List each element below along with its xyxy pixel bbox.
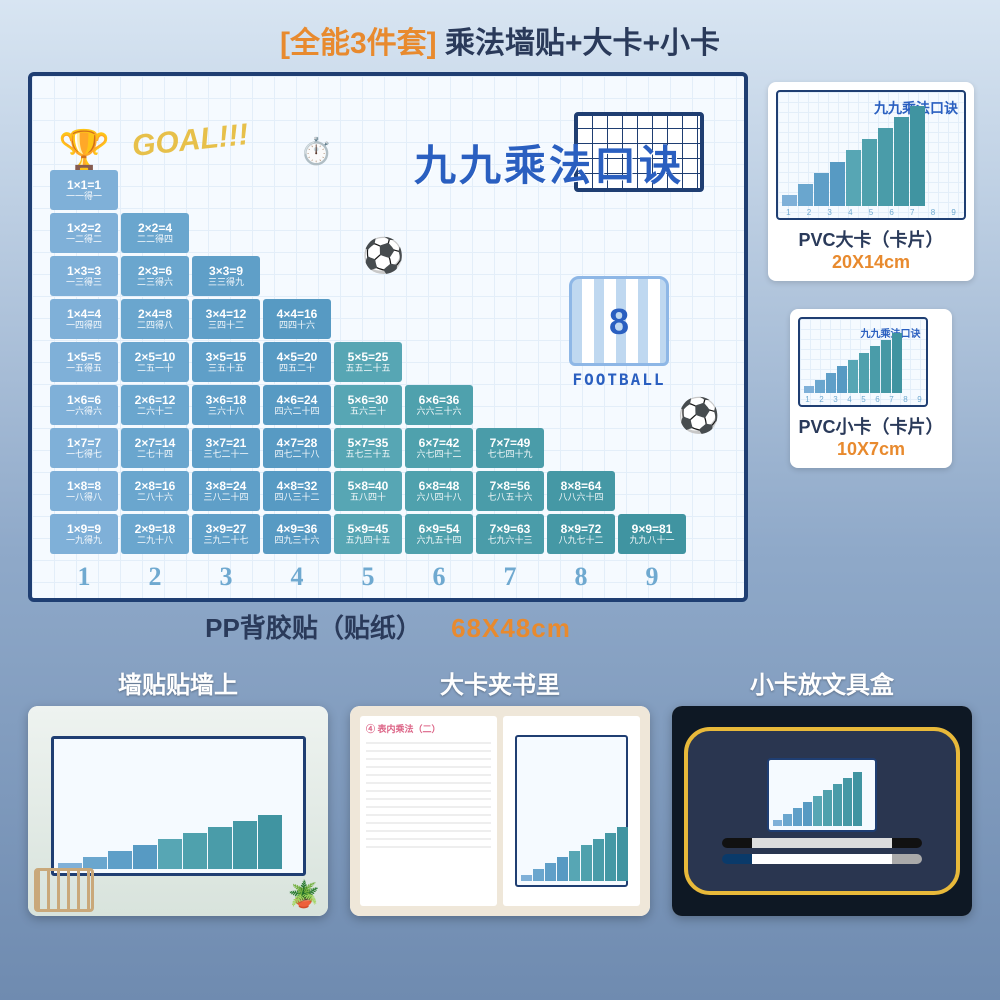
table-cell: 1×2=2一二得二 <box>50 213 118 253</box>
header-rest: 乘法墙贴+大卡+小卡 <box>437 27 720 60</box>
table-cell: 7×7=49七七四十九 <box>476 428 544 468</box>
book-left-page: ④ 表内乘法（二） <box>360 716 497 906</box>
header-bracket: [全能3件套] <box>280 27 437 60</box>
table-cell: 5×7=35五七三十五 <box>334 428 402 468</box>
table-cell: 6×9=54六九五十四 <box>405 514 473 554</box>
big-card-label: PVC大卡（卡片） <box>776 226 966 252</box>
table-cell: 3×5=15三五十五 <box>192 342 260 382</box>
table-cell: 4×8=32四八三十二 <box>263 471 331 511</box>
small-card-label: PVC小卡（卡片） <box>798 413 943 439</box>
big-card: 九九乘法口诀 123456789 PVC大卡（卡片） 20X14cm <box>768 82 974 281</box>
big-card-visual: 九九乘法口诀 123456789 <box>776 90 966 220</box>
small-card-visual: 九九乘法口诀 123456789 <box>798 317 928 407</box>
small-card-dim: 10X7cm <box>798 439 943 460</box>
table-cell: 4×7=28四七二十八 <box>263 428 331 468</box>
table-cell: 9×9=81九九八十一 <box>618 514 686 554</box>
table-cell: 6×7=42六七四十二 <box>405 428 473 468</box>
table-cell: 2×3=6二三得六 <box>121 256 189 296</box>
table-cell: 1×1=1一一得一 <box>50 170 118 210</box>
table-cell: 5×6=30五六三十 <box>334 385 402 425</box>
usage-case: 小卡放文具盒 <box>672 665 972 916</box>
table-cell: 1×4=4一四得四 <box>50 299 118 339</box>
page-header: [全能3件套] 乘法墙贴+大卡+小卡 <box>0 0 1000 72</box>
table-cell: 1×7=7一七得七 <box>50 428 118 468</box>
table-cell: 1×9=9一九得九 <box>50 514 118 554</box>
table-cell: 1×8=8一八得八 <box>50 471 118 511</box>
x-axis-labels: 123456789 <box>50 562 686 592</box>
table-cell: 2×4=8二四得八 <box>121 299 189 339</box>
table-cell: 6×6=36六六三十六 <box>405 385 473 425</box>
table-cell: 3×8=24三八二十四 <box>192 471 260 511</box>
book-scene: ④ 表内乘法（二） <box>350 706 650 916</box>
usage-row: 墙贴贴墙上 🪴 大卡夹书里 ④ 表内乘法（二） 小卡放文具盒 <box>0 645 1000 916</box>
table-cell: 7×9=63七九六十三 <box>476 514 544 554</box>
table-cell: 8×8=64八八六十四 <box>547 471 615 511</box>
usage-book: 大卡夹书里 ④ 表内乘法（二） <box>350 665 650 916</box>
table-cell: 5×8=40五八四十 <box>334 471 402 511</box>
wall-scene: 🪴 <box>28 706 328 916</box>
multiplication-table: 1×1=1一一得一1×2=2一二得二2×2=4二二得四1×3=3一三得三2×3=… <box>50 170 686 554</box>
side-cards: 九九乘法口诀 123456789 PVC大卡（卡片） 20X14cm 九九乘法口… <box>768 72 974 645</box>
usage-wall: 墙贴贴墙上 🪴 <box>28 665 328 916</box>
table-cell: 3×4=12三四十二 <box>192 299 260 339</box>
plant-icon: 🪴 <box>288 879 320 910</box>
table-cell: 7×8=56七八五十六 <box>476 471 544 511</box>
table-cell: 4×5=20四五二十 <box>263 342 331 382</box>
table-cell: 3×9=27三九二十七 <box>192 514 260 554</box>
table-cell: 2×5=10二五一十 <box>121 342 189 382</box>
pen-icon <box>722 838 922 848</box>
goal-text: GOAL!!! <box>131 118 251 164</box>
table-cell: 2×8=16二八十六 <box>121 471 189 511</box>
timer-icon: ⏱️ <box>300 136 332 167</box>
multiplication-poster: 🏆 GOAL!!! 九九乘法口诀 ⚽ ⚽ ⏱️ 8 FOOTBALL 1×1=1… <box>28 72 748 602</box>
case-scene <box>672 706 972 916</box>
big-card-dim: 20X14cm <box>776 252 966 273</box>
small-card: 九九乘法口诀 123456789 PVC小卡（卡片） 10X7cm <box>790 309 951 468</box>
table-cell: 5×5=25五五二十五 <box>334 342 402 382</box>
table-cell: 4×4=16四四十六 <box>263 299 331 339</box>
table-cell: 2×2=4二二得四 <box>121 213 189 253</box>
table-cell: 3×7=21三七二十一 <box>192 428 260 468</box>
table-cell: 2×6=12二六十二 <box>121 385 189 425</box>
book-right-page <box>503 716 640 906</box>
table-cell: 8×9=72八九七十二 <box>547 514 615 554</box>
table-cell: 1×5=5一五得五 <box>50 342 118 382</box>
table-cell: 3×3=9三三得九 <box>192 256 260 296</box>
pencil-case <box>684 727 960 895</box>
table-cell: 3×6=18三六十八 <box>192 385 260 425</box>
table-cell: 2×7=14二七十四 <box>121 428 189 468</box>
crib-icon <box>34 868 94 912</box>
table-cell: 4×9=36四九三十六 <box>263 514 331 554</box>
table-cell: 2×9=18二九十八 <box>121 514 189 554</box>
poster-caption: PP背胶贴（贴纸） 68X48cm <box>28 608 748 645</box>
pen-icon <box>722 854 922 864</box>
table-cell: 5×9=45五九四十五 <box>334 514 402 554</box>
table-cell: 1×6=6一六得六 <box>50 385 118 425</box>
small-card-in-case <box>767 758 877 832</box>
table-cell: 4×6=24四六二十四 <box>263 385 331 425</box>
table-cell: 1×3=3一三得三 <box>50 256 118 296</box>
table-cell: 6×8=48六八四十八 <box>405 471 473 511</box>
